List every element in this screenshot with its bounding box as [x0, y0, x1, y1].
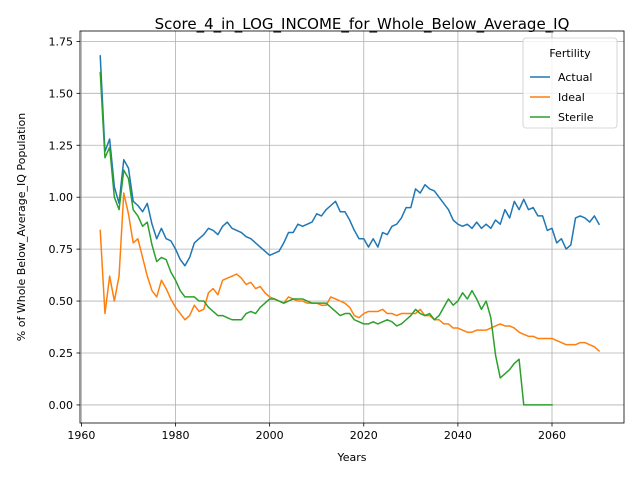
legend-box — [522, 37, 618, 129]
y-tick-label: 0.75 — [49, 243, 74, 256]
series-layer — [99, 55, 601, 406]
plot-frame — [79, 30, 625, 424]
y-axis: 0.00 0.25 0.50 0.75 1.00 1.25 1.50 1.75 — [49, 35, 80, 412]
x-tick-label: 2000 — [256, 429, 284, 442]
y-tick-label: 1.00 — [49, 191, 74, 204]
legend-title: Fertility — [549, 47, 591, 60]
y-tick-label: 1.75 — [49, 35, 74, 48]
legend-label-sterile: Sterile — [558, 111, 594, 124]
series-line-actual — [99, 55, 601, 267]
x-tick-label: 2060 — [538, 429, 566, 442]
y-axis-label: % of Whole Below_Average_IQ Population — [15, 113, 28, 341]
x-tick-label: 1960 — [67, 429, 95, 442]
y-tick-label: 0.50 — [49, 295, 74, 308]
x-axis: 1960 1980 2000 2020 2040 2060 — [67, 423, 566, 442]
legend-label-actual: Actual — [558, 71, 592, 84]
x-tick-label: 1980 — [162, 429, 190, 442]
y-tick-label: 0.00 — [49, 399, 74, 412]
legend-label-ideal: Ideal — [558, 91, 585, 104]
chart-title: Score_4_in_LOG_INCOME_for_Whole_Below_Av… — [155, 15, 570, 34]
y-tick-label: 1.50 — [49, 87, 74, 100]
y-tick-label: 0.25 — [49, 347, 74, 360]
x-axis-label: Years — [336, 451, 366, 464]
y-tick-label: 1.25 — [49, 139, 74, 152]
series-line-sterile — [99, 71, 553, 406]
x-tick-label: 2040 — [444, 429, 472, 442]
series-line-ideal — [99, 192, 601, 352]
legend: Fertility Actual Ideal Sterile — [522, 37, 618, 129]
legend-items: Actual Ideal Sterile — [530, 71, 594, 124]
x-tick-label: 2020 — [350, 429, 378, 442]
